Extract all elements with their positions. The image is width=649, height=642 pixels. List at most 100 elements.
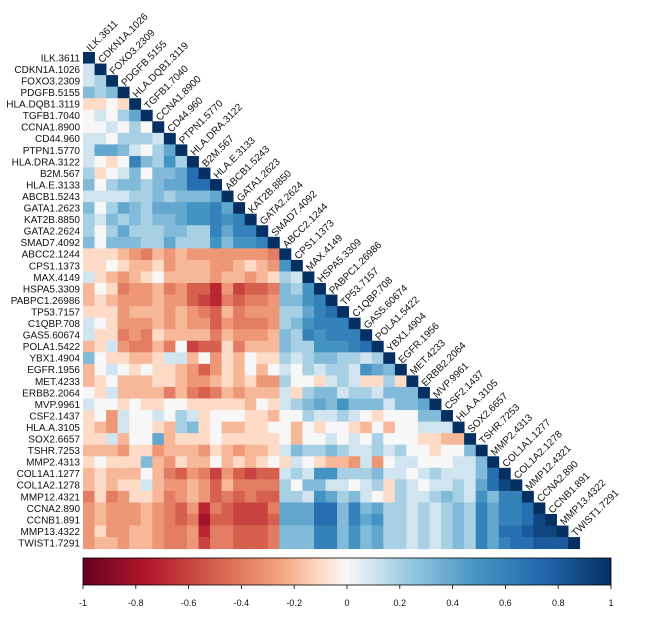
heatmap-cell [198, 236, 211, 249]
heatmap-cell [314, 479, 326, 492]
heatmap-cell [186, 421, 199, 434]
heatmap-cell [163, 490, 176, 503]
heatmap-cell [83, 283, 95, 295]
heatmap-cell [348, 537, 361, 550]
heatmap-cell [290, 317, 303, 330]
heatmap-cell [279, 421, 292, 434]
heatmap-cell [210, 514, 222, 526]
heatmap-cell [383, 444, 396, 457]
heatmap-cell [94, 167, 107, 180]
heatmap-cell [186, 340, 199, 353]
heatmap-cell [510, 490, 523, 503]
heatmap-cell [279, 502, 292, 515]
heatmap-cell [233, 467, 246, 480]
row-label: ABCB1.5243 [22, 192, 80, 203]
heatmap-cell [210, 340, 222, 353]
heatmap-cell [163, 352, 176, 365]
row-label: HLA.A.3105 [26, 423, 80, 434]
heatmap-cell [83, 352, 95, 365]
heatmap-cell [464, 525, 477, 538]
heatmap-cell [221, 294, 234, 307]
heatmap-cell [140, 444, 153, 457]
heatmap-cell [256, 283, 269, 295]
heatmap-cell [140, 179, 153, 191]
heatmap-cell [129, 479, 142, 492]
heatmap-cell [475, 444, 488, 457]
heatmap-cell [233, 236, 246, 249]
heatmap-cell [94, 317, 107, 330]
heatmap-cell [140, 490, 153, 503]
heatmap-cell [290, 259, 303, 272]
heatmap-cell [221, 386, 234, 399]
heatmap-cell [210, 202, 222, 215]
row-label: MMP12.4321 [21, 492, 81, 503]
heatmap-cell [198, 306, 211, 319]
heatmap-cell [429, 514, 442, 526]
heatmap-cell [325, 433, 338, 446]
heatmap-cell [117, 467, 130, 480]
heatmap-cell [94, 294, 107, 307]
heatmap-cell [175, 525, 188, 538]
heatmap-cell [186, 306, 199, 319]
heatmap-cell [210, 421, 222, 434]
heatmap-cell [290, 433, 303, 446]
heatmap-cell [233, 410, 246, 422]
heatmap-cell [210, 294, 222, 307]
heatmap-cell [314, 444, 326, 457]
heatmap-cell [163, 386, 176, 399]
heatmap-cell [175, 386, 188, 399]
heatmap-cell [152, 444, 165, 457]
heatmap-cell [106, 167, 119, 180]
heatmap-cell [487, 479, 500, 492]
heatmap-cell [325, 502, 338, 515]
heatmap-cell [210, 410, 222, 422]
heatmap-cell [198, 502, 211, 515]
heatmap-cell [406, 490, 419, 503]
heatmap-cell [244, 456, 257, 469]
row-label: FOXO3.2309 [21, 76, 80, 87]
heatmap-cell [452, 514, 465, 526]
heatmap-cell [394, 421, 407, 434]
heatmap-cell [360, 502, 373, 515]
heatmap-cell [129, 340, 142, 353]
heatmap-cell [417, 421, 430, 434]
heatmap-cell [568, 537, 581, 550]
heatmap-cell [256, 514, 269, 526]
heatmap-cell [106, 386, 119, 399]
heatmap-cell [94, 502, 107, 515]
heatmap-cell [441, 410, 453, 422]
heatmap-cell [198, 179, 211, 191]
heatmap-cell [186, 444, 199, 457]
heatmap-cell [83, 271, 95, 284]
heatmap-cell [325, 329, 338, 342]
row-label: POLA1.5422 [23, 342, 81, 353]
heatmap-cell [140, 363, 153, 376]
heatmap-cell [175, 479, 188, 492]
heatmap-cell [94, 248, 107, 261]
heatmap-cell [117, 456, 130, 469]
colorbar-tick-label: 0.2 [394, 598, 407, 608]
heatmap-cell [129, 248, 142, 261]
heatmap-cell [348, 329, 361, 342]
heatmap-cell [83, 109, 95, 122]
row-label: PDGFB.5155 [21, 88, 81, 99]
heatmap-cell [256, 433, 269, 446]
heatmap-cell [279, 375, 292, 388]
heatmap-cell [210, 525, 222, 538]
heatmap-cell [325, 375, 338, 388]
heatmap-cell [417, 467, 430, 480]
colorbar-tick-label: -1 [79, 598, 87, 608]
heatmap-cell [244, 225, 257, 238]
heatmap-cell [186, 202, 199, 215]
heatmap-cell [129, 283, 142, 295]
heatmap-cell [233, 329, 246, 342]
heatmap-cell [198, 329, 211, 342]
heatmap-cell [210, 456, 222, 469]
heatmap-cell [129, 236, 142, 249]
heatmap-cell [244, 213, 257, 226]
heatmap-cell [94, 109, 107, 122]
colorbar-tick-label: -0.8 [128, 598, 144, 608]
heatmap-cell [83, 467, 95, 480]
heatmap-cell [244, 467, 257, 480]
heatmap-cell [233, 386, 246, 399]
